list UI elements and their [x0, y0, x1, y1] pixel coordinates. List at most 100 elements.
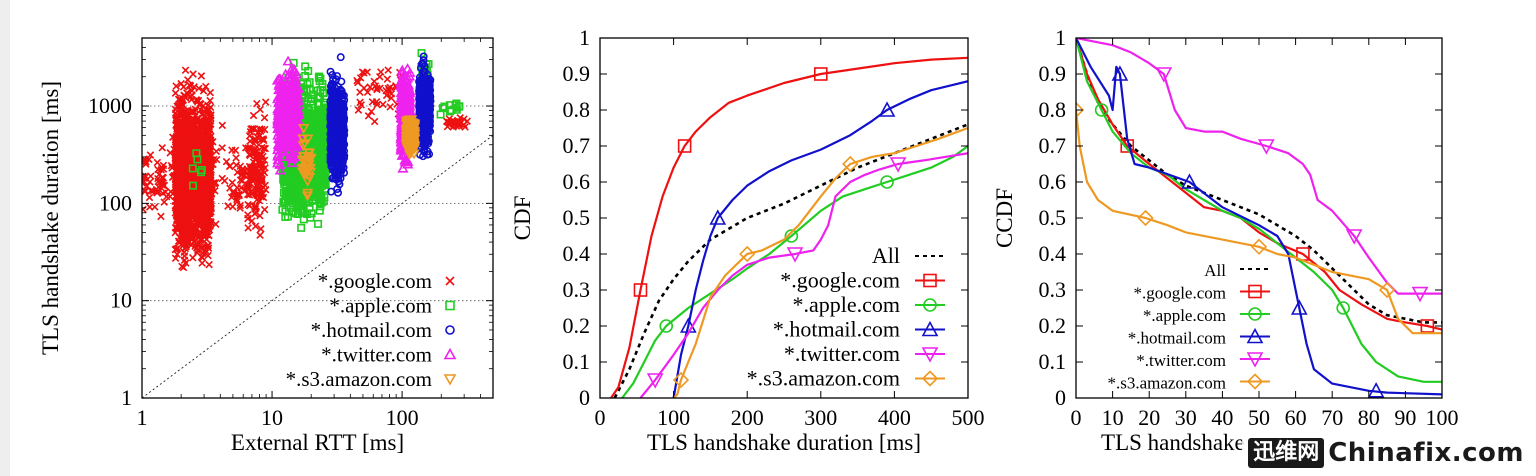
point [370, 117, 379, 126]
point [192, 218, 200, 227]
point [316, 159, 325, 168]
point [166, 149, 174, 157]
point [231, 146, 240, 155]
point [328, 88, 337, 97]
point [371, 82, 380, 90]
point [157, 212, 165, 221]
point [279, 125, 291, 136]
point [334, 142, 343, 151]
point [227, 193, 236, 202]
point [146, 178, 154, 186]
point [198, 253, 207, 262]
point [314, 176, 323, 185]
point [154, 174, 162, 183]
point [229, 187, 238, 196]
point [180, 256, 189, 264]
point [160, 198, 168, 206]
point [207, 166, 215, 174]
point [292, 174, 301, 183]
point [172, 151, 180, 159]
point [167, 161, 176, 170]
point [305, 85, 314, 94]
point [339, 118, 348, 127]
point [356, 74, 365, 82]
point [328, 70, 337, 79]
point [146, 172, 155, 180]
point [203, 116, 212, 125]
point [205, 260, 213, 269]
point [249, 111, 258, 120]
point [358, 68, 367, 76]
point [328, 98, 337, 107]
point [314, 73, 323, 82]
point [383, 75, 392, 83]
point [333, 72, 342, 81]
point [196, 120, 204, 129]
point [336, 53, 345, 62]
point [286, 84, 298, 95]
point [195, 84, 203, 93]
point [376, 84, 384, 93]
point [297, 223, 306, 232]
point [290, 125, 302, 135]
point [187, 108, 196, 116]
point [282, 55, 294, 66]
point [382, 86, 390, 95]
point [436, 110, 445, 119]
point [334, 101, 343, 110]
point [181, 119, 190, 127]
point [421, 106, 430, 115]
point [335, 157, 344, 166]
point [354, 78, 362, 87]
point [198, 111, 206, 119]
point [329, 146, 338, 155]
point [172, 82, 180, 90]
point [274, 164, 286, 175]
point [169, 133, 177, 142]
point [333, 184, 342, 193]
point [195, 131, 203, 139]
point [182, 150, 190, 158]
point [206, 126, 214, 134]
point [397, 70, 409, 81]
point [334, 188, 343, 197]
point [387, 94, 396, 102]
point [339, 141, 348, 150]
point [203, 145, 211, 154]
point [327, 156, 336, 165]
point [232, 154, 240, 162]
point [174, 163, 183, 171]
point [271, 74, 284, 85]
point [416, 112, 425, 121]
point [275, 101, 287, 112]
point [291, 104, 303, 114]
point [304, 66, 313, 75]
point [261, 181, 269, 190]
point [218, 174, 227, 183]
point [206, 88, 215, 97]
point [175, 199, 183, 207]
point [197, 166, 206, 175]
point [236, 204, 244, 212]
point [229, 189, 238, 197]
point [317, 146, 326, 155]
point [192, 225, 200, 234]
point [424, 139, 433, 148]
point [286, 106, 298, 117]
point [253, 99, 261, 108]
point [260, 144, 268, 153]
point [212, 220, 220, 228]
point [283, 139, 295, 150]
point [188, 115, 197, 124]
plot-area [142, 49, 493, 398]
point [251, 222, 260, 230]
point [153, 188, 161, 197]
point [336, 170, 345, 179]
point [283, 212, 292, 221]
point [193, 155, 202, 164]
point [206, 221, 215, 230]
point [282, 111, 294, 122]
point [175, 134, 183, 143]
